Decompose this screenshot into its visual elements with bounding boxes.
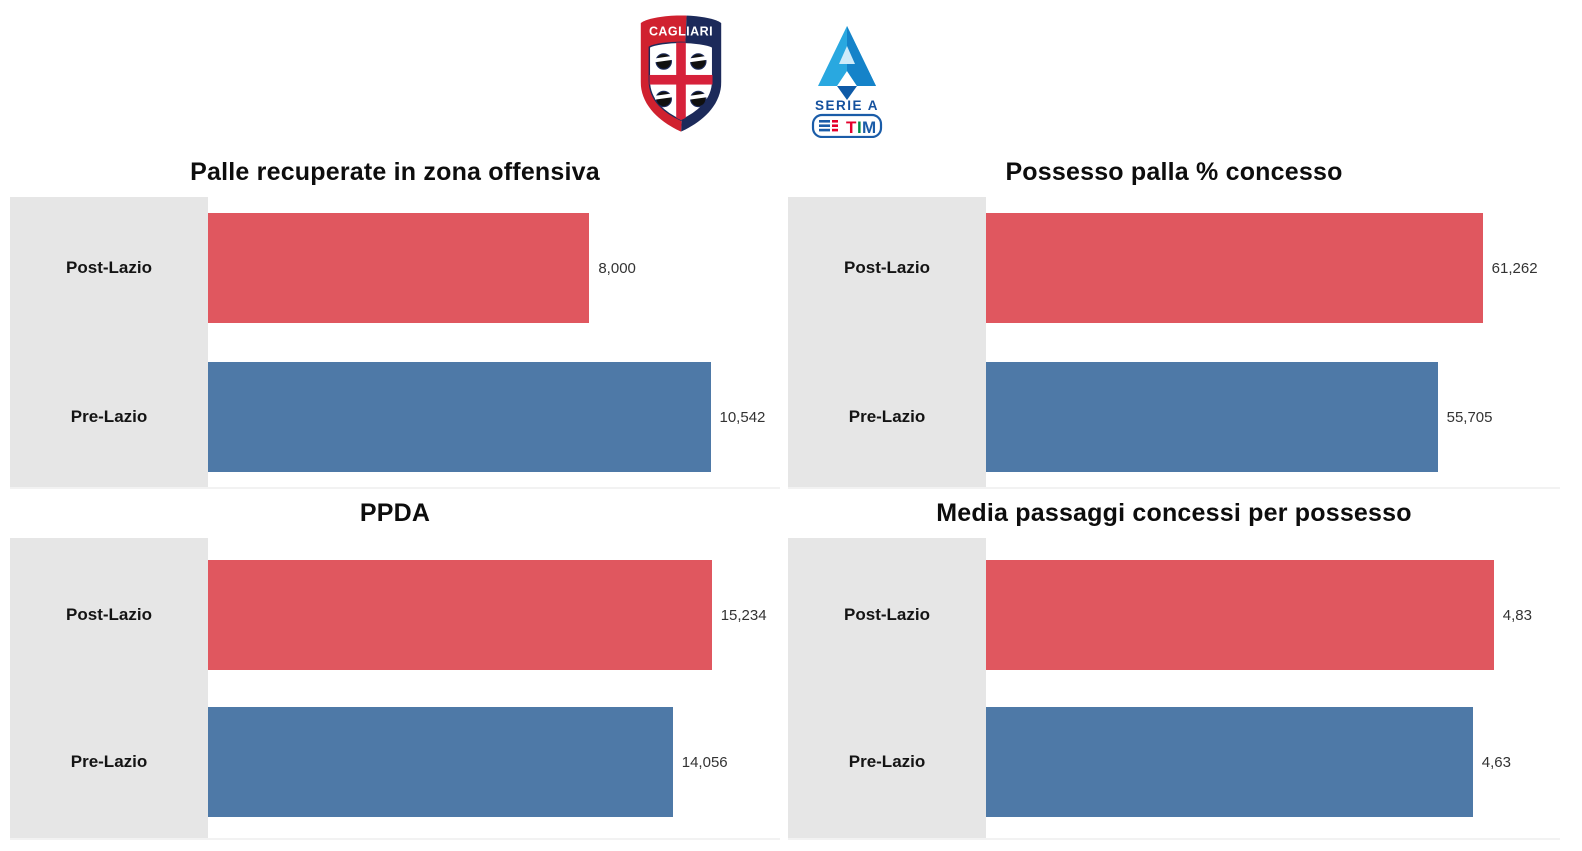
value-label: 4,83 bbox=[1502, 606, 1532, 624]
chart-ppda: PPDA Post-Lazio 15,234 Pre-Lazio 14,056 bbox=[10, 496, 780, 840]
seriea-tim-logo: SERIE A T I M bbox=[811, 26, 883, 138]
bar-post-lazio bbox=[208, 213, 590, 323]
category-band bbox=[10, 197, 208, 487]
chart-palle-recuperate: Palle recuperate in zona offensiva Post-… bbox=[10, 155, 780, 489]
bar-pre-lazio bbox=[986, 362, 1438, 472]
st-george-cross bbox=[649, 42, 713, 121]
value-label: 10,542 bbox=[719, 408, 766, 426]
chart-title: Media passaggi concessi per possesso bbox=[936, 499, 1412, 527]
seriea-wordmark: SERIE A bbox=[815, 98, 879, 113]
category-label: Pre-Lazio bbox=[70, 752, 148, 771]
bar-row-pre-lazio: Pre-Lazio 10,542 bbox=[10, 362, 780, 472]
plot-area: Post-Lazio 15,234 Pre-Lazio 14,056 bbox=[10, 538, 780, 840]
category-label: Post-Lazio bbox=[844, 258, 930, 277]
tim-stripes-icon bbox=[819, 120, 838, 132]
value-label: 55,705 bbox=[1446, 408, 1493, 426]
cagliari-crest-logo: CAGLIARI bbox=[640, 15, 722, 132]
category-label: Pre-Lazio bbox=[70, 407, 148, 426]
bar-row-post-lazio: Post-Lazio 8,000 bbox=[10, 213, 780, 323]
plot-area: Post-Lazio 8,000 Pre-Lazio 10,542 bbox=[10, 197, 780, 489]
plot-area: Post-Lazio 4,83 Pre-Lazio 4,63 bbox=[788, 538, 1560, 840]
value-label: 61,262 bbox=[1491, 259, 1538, 277]
bar-post-lazio bbox=[986, 213, 1483, 323]
tim-letter-t: T bbox=[846, 118, 857, 137]
chart-title: Possesso palla % concesso bbox=[1005, 158, 1343, 186]
value-label: 14,056 bbox=[681, 753, 728, 771]
seriea-triangle-icon bbox=[818, 26, 876, 100]
tim-badge: T I M bbox=[811, 113, 883, 138]
category-label: Pre-Lazio bbox=[848, 407, 926, 426]
bar-row-post-lazio: Post-Lazio 61,262 bbox=[788, 213, 1560, 323]
value-label: 8,000 bbox=[598, 259, 636, 277]
cagliari-wordmark: CAGLIARI bbox=[649, 25, 713, 39]
chart-possesso-palla: Possesso palla % concesso Post-Lazio 61,… bbox=[788, 155, 1560, 489]
bar-row-pre-lazio: Pre-Lazio 55,705 bbox=[788, 362, 1560, 472]
category-band bbox=[10, 538, 208, 838]
category-label: Post-Lazio bbox=[844, 605, 930, 624]
bar-post-lazio bbox=[208, 560, 712, 670]
category-label: Pre-Lazio bbox=[848, 752, 926, 771]
bar-row-pre-lazio: Pre-Lazio 4,63 bbox=[788, 707, 1560, 817]
tim-letter-m: M bbox=[862, 118, 876, 137]
chart-title: Palle recuperate in zona offensiva bbox=[190, 158, 600, 186]
moor-heads bbox=[654, 53, 707, 108]
bar-pre-lazio bbox=[208, 707, 673, 817]
bar-row-post-lazio: Post-Lazio 15,234 bbox=[10, 560, 780, 670]
plot-area: Post-Lazio 61,262 Pre-Lazio 55,705 bbox=[788, 197, 1560, 489]
bar-row-pre-lazio: Pre-Lazio 14,056 bbox=[10, 707, 780, 817]
category-band bbox=[788, 538, 986, 838]
category-label: Post-Lazio bbox=[66, 605, 152, 624]
chart-media-passaggi: Media passaggi concessi per possesso Pos… bbox=[788, 496, 1560, 840]
category-label: Post-Lazio bbox=[66, 258, 152, 277]
chart-title: PPDA bbox=[359, 499, 431, 527]
bar-post-lazio bbox=[986, 560, 1494, 670]
tim-letter-i: I bbox=[857, 118, 862, 137]
category-band bbox=[788, 197, 986, 487]
bar-row-post-lazio: Post-Lazio 4,83 bbox=[788, 560, 1560, 670]
value-label: 4,63 bbox=[1481, 753, 1511, 771]
value-label: 15,234 bbox=[720, 606, 767, 624]
bar-pre-lazio bbox=[208, 362, 711, 472]
bar-pre-lazio bbox=[986, 707, 1473, 817]
